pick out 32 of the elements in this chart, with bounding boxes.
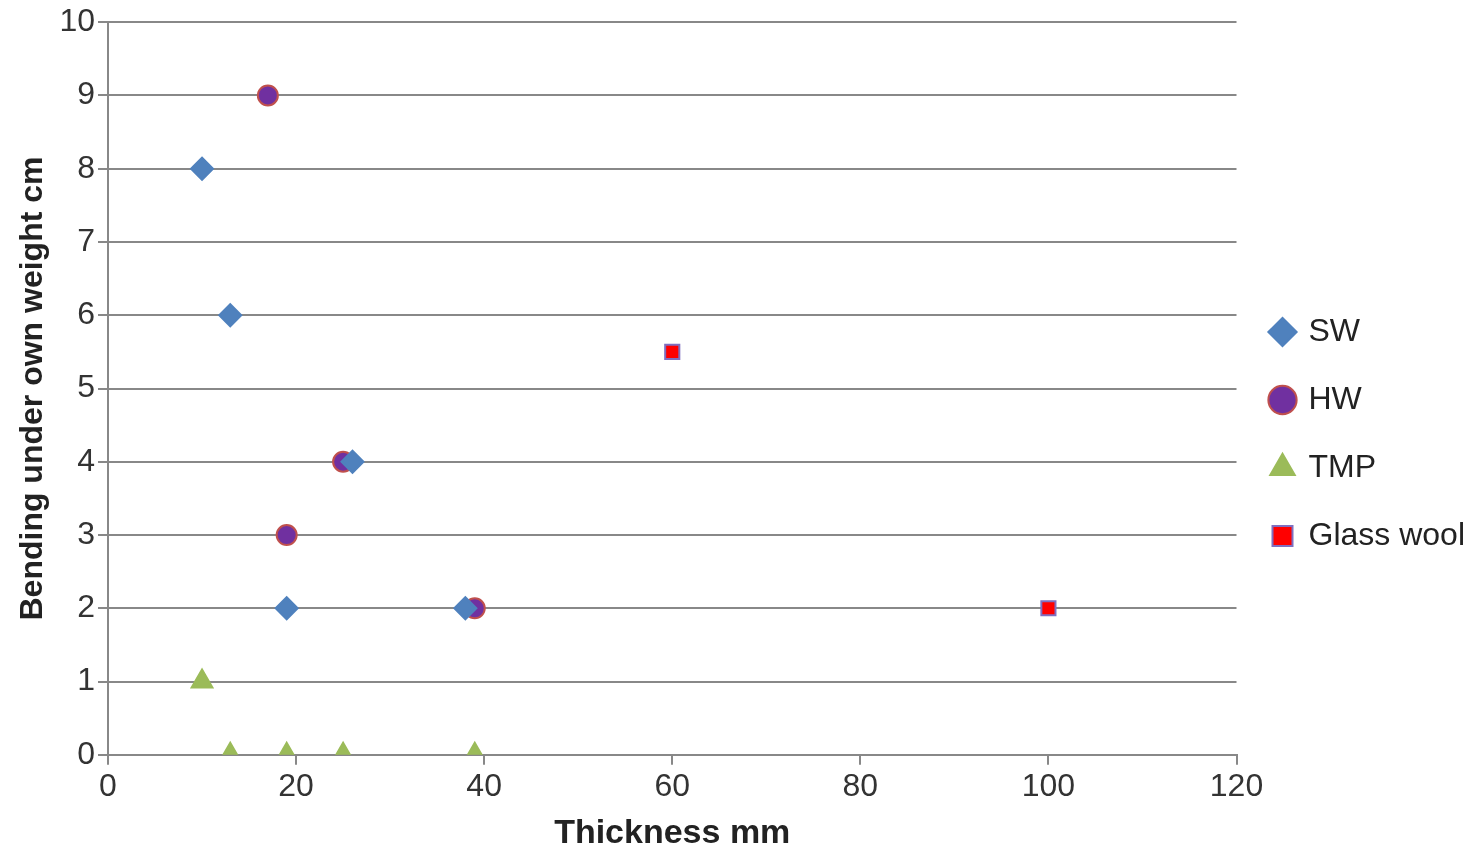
y-tick-label: 6	[77, 295, 95, 332]
point	[274, 596, 299, 621]
x-tick-label: 80	[842, 766, 879, 803]
point	[1040, 600, 1057, 617]
legend-label: Glass wool	[1308, 515, 1465, 552]
legend-label: SW	[1308, 311, 1361, 348]
x-tick-label: 120	[1209, 766, 1264, 803]
x-tick-label: 40	[466, 766, 502, 803]
point	[453, 596, 478, 621]
y-tick-label: 9	[77, 75, 95, 112]
point	[664, 343, 681, 360]
y-tick-label: 7	[77, 221, 95, 258]
legend-label: HW	[1308, 379, 1363, 416]
point	[190, 156, 215, 181]
y-tick-label: 3	[77, 514, 95, 551]
y-tick-label: 4	[77, 441, 95, 478]
x-axis-title: Thickness mm	[554, 811, 791, 850]
y-tick-label: 10	[59, 2, 95, 39]
legend-label: TMP	[1308, 447, 1377, 484]
point	[340, 449, 365, 474]
x-tick-label: 60	[654, 766, 691, 803]
x-tick-label: 100	[1021, 766, 1076, 803]
y-tick-label: 0	[77, 734, 95, 771]
y-tick-label: 2	[77, 588, 95, 625]
point	[256, 84, 279, 107]
y-tick-label: 5	[77, 368, 95, 405]
point	[218, 303, 243, 328]
y-tick-label: 8	[77, 148, 95, 185]
x-tick-label: 20	[278, 766, 314, 803]
y-tick-label: 1	[77, 661, 95, 698]
point	[275, 524, 298, 547]
y-axis-title: Bending under own weight cm	[13, 156, 50, 621]
